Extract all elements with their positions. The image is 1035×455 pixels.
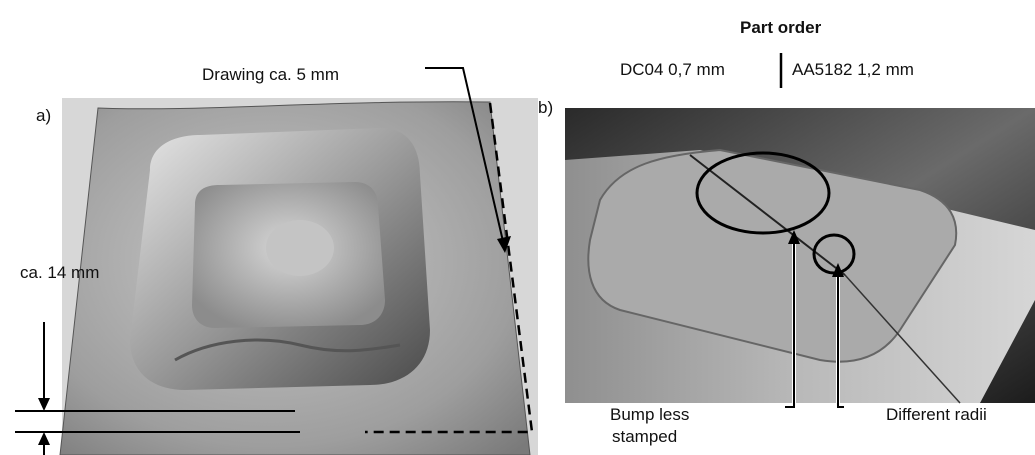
bump-ellipse [695,151,831,235]
dimension-arrow-upper-head [38,398,50,411]
photo-a [59,98,538,455]
photo-b [565,108,1035,404]
right-material-label: AA5182 1,2 mm [792,60,914,79]
bump-label-line2: stamped [612,427,678,446]
dimension-arrow-lower-head [38,432,50,445]
drawing-leader [425,67,506,251]
radii-label: Different radii [886,405,987,424]
panel-b-tag: b) [538,98,554,117]
drawing-arrowhead [497,236,511,253]
bump-label-line1: Bump less [610,405,690,424]
bump-arrowhead [788,230,800,244]
part-order-title: Part order [740,18,822,37]
drawing-label: Drawing ca. 5 mm [202,65,339,84]
radii-arrowhead [832,263,844,277]
panel-a-tag: a) [36,106,52,125]
height-label: ca. 14 mm [20,263,100,282]
left-material-label: DC04 0,7 mm [620,60,725,79]
